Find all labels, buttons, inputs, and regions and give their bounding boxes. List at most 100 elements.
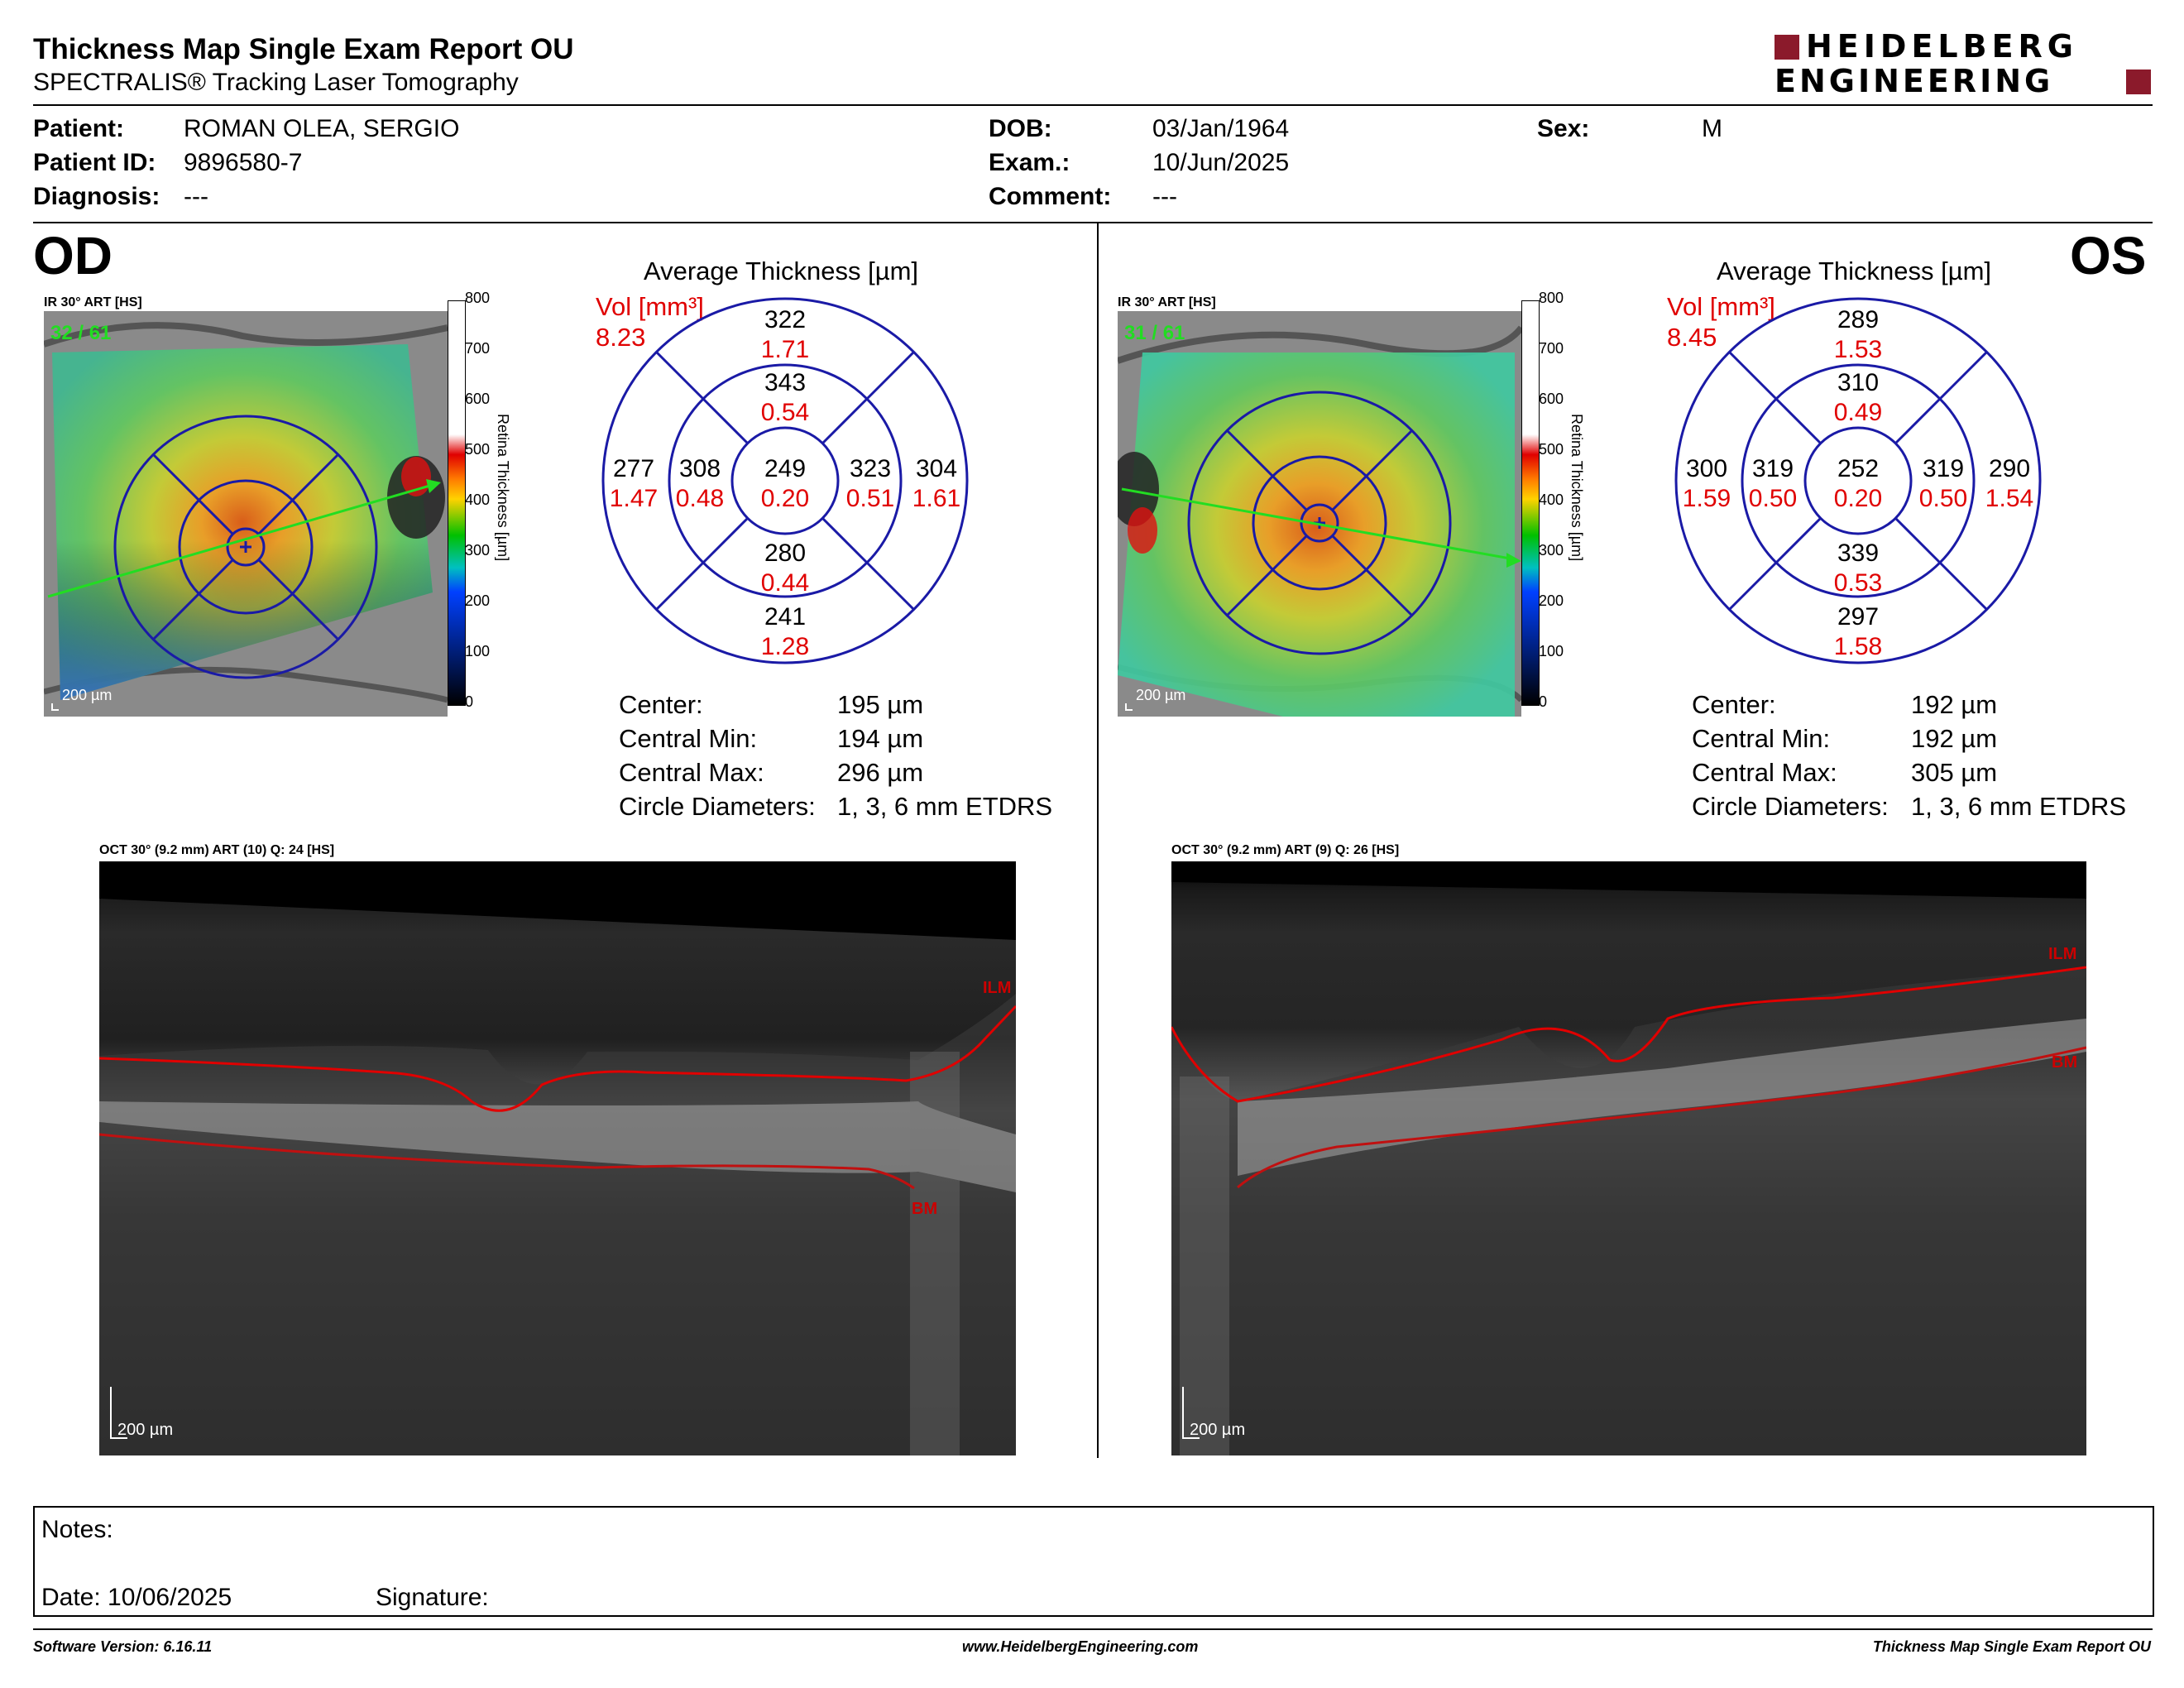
svg-text:1.53: 1.53 [1834,336,1882,363]
logo-line2: ENGINEERING [1774,63,2054,99]
svg-text:0.53: 0.53 [1834,569,1882,597]
od-eye-label: OD [33,226,113,285]
od-thickness-map: 32 / 61 200 µm [44,311,448,717]
os-stat-label: Center: [1692,690,1776,719]
svg-text:1.61: 1.61 [912,485,960,512]
od-colorbar [448,300,466,706]
svg-text:0.20: 0.20 [761,485,809,512]
svg-text:290: 290 [1989,455,2030,482]
comment-value: --- [1152,183,1177,210]
od-stat-label: Central Max: [619,758,764,787]
os-colorbar [1521,300,1540,706]
footer-report-title: Thickness Map Single Exam Report OU [1872,1638,2151,1655]
sex-label: Sex: [1537,115,1590,142]
heidelberg-logo: HEIDELBERG ENGINEERING [1774,28,2155,101]
os-colorbar-title: Retina Thickness [µm] [1569,414,1585,562]
od-bm-label: BM [912,1200,937,1218]
svg-text:323: 323 [850,455,891,482]
os-oct-bscan: ILM BM 200 µm [1171,861,2086,1455]
svg-text:0.20: 0.20 [1834,485,1882,512]
svg-text:0.50: 0.50 [1919,485,1967,512]
svg-text:1.58: 1.58 [1834,633,1882,660]
os-ir-label: IR 30° ART [HS] [1118,295,1216,309]
od-vol-label: Vol [mm³] [596,292,704,321]
patient-id: 9896580-7 [184,149,303,176]
svg-text:304: 304 [916,455,957,482]
svg-text:1.54: 1.54 [1985,485,2033,512]
svg-text:310: 310 [1837,369,1879,396]
svg-text:1.47: 1.47 [610,485,658,512]
od-colorbar-ticks: 800 700 600 500 400 300 200 100 0 [465,290,491,710]
exam-label: Exam.: [989,149,1070,176]
svg-text:277: 277 [613,455,654,482]
report-title: Thickness Map Single Exam Report OU [33,33,574,65]
diagnosis-value: --- [184,183,208,210]
od-oct-bscan: ILM BM 200 µm [99,861,1016,1455]
patient-name: ROMAN OLEA, SERGIO [184,115,460,142]
os-ir-counter: 31 / 61 [1124,322,1185,344]
od-stat-value: 194 µm [837,724,924,753]
os-oct-scale: 200 µm [1190,1421,1245,1439]
os-stat-label: Circle Diameters: [1692,792,1889,821]
svg-text:280: 280 [764,539,806,567]
svg-text:319: 319 [1752,455,1794,482]
dob-label: DOB: [989,115,1052,142]
od-stat-value: 195 µm [837,690,924,719]
date-label: Date: 10/06/2025 [41,1584,232,1611]
od-stat-label: Circle Diameters: [619,792,816,821]
os-etdrs-grid: 289 1.53 310 0.49 252 0.20 339 0.53 297 … [1674,297,2042,664]
notes-label: Notes: [41,1516,113,1543]
os-stat-label: Central Max: [1692,758,1837,787]
os-stat-value: 192 µm [1911,690,1998,719]
od-ir-counter: 32 / 61 [50,322,111,344]
od-etdrs-grid: 322 1.71 343 0.54 249 0.20 280 0.44 241 … [601,297,969,664]
os-vol-value: 8.45 [1667,323,1717,352]
os-vol-label: Vol [mm³] [1667,292,1775,321]
svg-text:0.50: 0.50 [1749,485,1797,512]
os-colorbar-ticks: 800 700 600 500 400 300 200 100 0 [1539,290,1564,710]
od-colorbar-title: Retina Thickness [µm] [495,414,511,562]
svg-text:343: 343 [764,369,806,396]
od-oct-scale: 200 µm [117,1421,173,1439]
sex-value: M [1702,115,1722,142]
svg-text:1.28: 1.28 [761,633,809,660]
notes-box[interactable]: Notes: Date: 10/06/2025 Signature: [33,1506,2154,1617]
svg-text:339: 339 [1837,539,1879,567]
diagnosis-label: Diagnosis: [33,183,160,210]
signature-label: Signature: [376,1584,489,1611]
report-subtitle: SPECTRALIS® Tracking Laser Tomography [33,69,519,96]
center-divider [1097,223,1099,1458]
svg-text:297: 297 [1837,603,1879,631]
website-link[interactable]: www.HeidelbergEngineering.com [962,1638,1199,1655]
os-oct-label: OCT 30° (9.2 mm) ART (9) Q: 26 [HS] [1171,843,1400,857]
os-thickness-map: 31 / 61 200 µm [1118,311,1521,717]
od-ir-scale: 200 µm [62,687,112,703]
os-stat-label: Central Min: [1692,724,1831,753]
od-stat-value: 1, 3, 6 mm ETDRS [837,792,1053,821]
svg-text:0.49: 0.49 [1834,399,1882,426]
os-stat-value: 305 µm [1911,758,1998,787]
svg-text:308: 308 [679,455,721,482]
svg-text:252: 252 [1837,455,1879,482]
svg-text:322: 322 [764,306,806,333]
svg-text:1.59: 1.59 [1683,485,1731,512]
od-oct-label: OCT 30° (9.2 mm) ART (10) Q: 24 [HS] [99,843,335,857]
patient-label: Patient: [33,115,125,142]
exam-value: 10/Jun/2025 [1152,149,1290,176]
os-eye-label: OS [2070,226,2147,285]
svg-text:0.51: 0.51 [846,485,894,512]
od-stat-value: 296 µm [837,758,924,787]
patient-id-label: Patient ID: [33,149,156,176]
svg-text:249: 249 [764,455,806,482]
od-stat-label: Central Min: [619,724,758,753]
od-avg-title: Average Thickness [µm] [644,257,919,285]
dob-value: 03/Jan/1964 [1152,115,1290,142]
od-ir-label: IR 30° ART [HS] [44,295,142,309]
logo-line1: HEIDELBERG [1806,28,2078,65]
svg-text:0.44: 0.44 [761,569,809,597]
svg-text:0.54: 0.54 [761,399,809,426]
os-ir-scale: 200 µm [1136,687,1185,703]
svg-text:300: 300 [1686,455,1727,482]
od-ilm-label: ILM [983,979,1011,997]
svg-text:289: 289 [1837,306,1879,333]
